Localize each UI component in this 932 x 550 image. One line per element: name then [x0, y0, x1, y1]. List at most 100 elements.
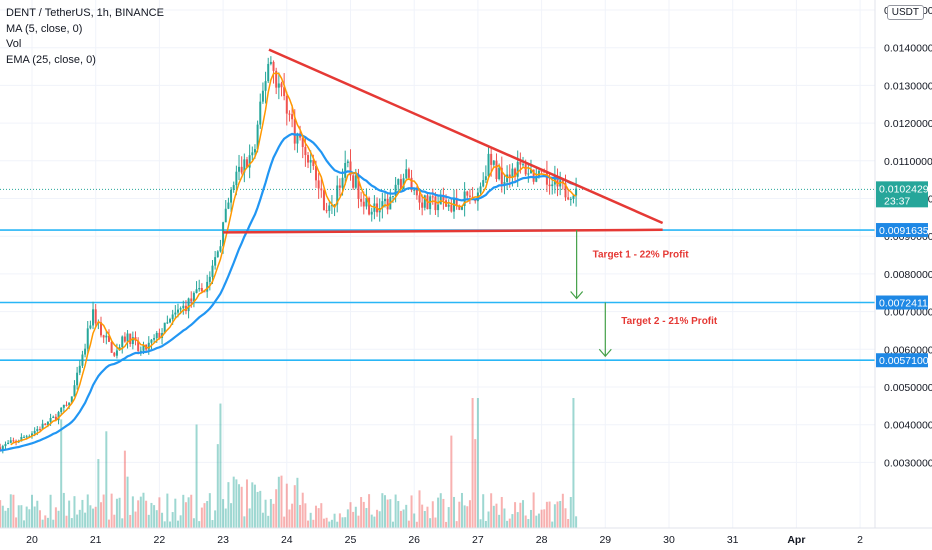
volume-bar	[0, 500, 2, 528]
candle-body	[131, 337, 134, 345]
volume-bar	[460, 492, 463, 528]
volume-bar	[458, 501, 461, 528]
volume-bar	[52, 519, 55, 528]
candle-body	[41, 423, 44, 430]
volume-bar	[434, 517, 437, 528]
volume-bar	[123, 450, 126, 528]
candle-body	[458, 205, 461, 210]
candle-body	[362, 201, 365, 207]
price-tick-label: 0.0140000	[884, 43, 932, 55]
time-tick-label: 20	[26, 534, 38, 546]
candle-body	[176, 309, 179, 313]
candle-body	[368, 197, 371, 215]
volume-bar	[259, 490, 262, 528]
volume-bar	[309, 512, 312, 528]
volume-bar	[341, 517, 344, 528]
volume-bar	[245, 479, 248, 528]
candle-body	[216, 251, 219, 258]
volume-bar	[243, 516, 246, 528]
candle-body	[179, 308, 182, 310]
volume-bar	[211, 520, 214, 528]
candle-body	[224, 208, 227, 223]
volume-bar	[304, 503, 307, 528]
currency-badge[interactable]: USDT	[886, 5, 924, 20]
volume-bar	[137, 500, 140, 528]
volume-bar	[38, 510, 41, 528]
candle-body	[7, 442, 10, 445]
candle-body	[468, 195, 471, 197]
candle-body	[227, 202, 230, 209]
volume-bar	[567, 518, 570, 528]
candle-body	[503, 182, 506, 184]
volume-bar	[575, 516, 578, 528]
candle-body	[569, 198, 572, 200]
candle-body	[92, 309, 95, 326]
volume-bar	[25, 506, 28, 528]
candle-body	[453, 199, 456, 212]
volume-bar	[352, 511, 355, 528]
ma-indicator-label[interactable]: MA (5, close, 0)	[6, 22, 83, 35]
volume-bar	[145, 500, 148, 528]
candle-body	[506, 174, 509, 183]
candle-body	[190, 298, 193, 302]
volume-bar	[76, 514, 79, 528]
candle-body	[490, 153, 493, 165]
candle-body	[365, 197, 368, 207]
candle-body	[352, 175, 355, 188]
candle-body	[57, 412, 60, 421]
candle-body	[511, 168, 514, 178]
candle-body	[238, 166, 241, 172]
volume-bar	[267, 515, 270, 528]
candle-body	[309, 160, 312, 163]
candle-body	[516, 161, 519, 177]
volume-bar	[261, 512, 264, 528]
time-tick-label: 28	[536, 534, 548, 546]
volume-bar	[176, 520, 179, 528]
volume-bar	[490, 493, 493, 528]
target-arrows[interactable]: Target 1 - 22% Profit Target 2 - 21% Prof…	[570, 230, 718, 358]
volume-bar	[484, 520, 487, 528]
volume-bar	[4, 510, 7, 528]
candle-body	[182, 305, 185, 309]
candle-body	[277, 83, 280, 88]
candle-body	[0, 447, 2, 451]
volume-bar	[195, 424, 198, 528]
time-axis[interactable]: 20 21 22 23 24 25 26 27 28 29 30 31 Apr 2	[26, 534, 863, 546]
trendlines[interactable]	[223, 48, 664, 234]
volume-bar	[328, 521, 331, 528]
horizontal-levels[interactable]	[0, 188, 875, 362]
volume-bar	[376, 509, 379, 528]
candle-body	[256, 124, 259, 150]
candle-body	[391, 196, 394, 198]
candle-body	[211, 265, 214, 277]
vol-indicator-label[interactable]: Vol	[6, 38, 22, 50]
volume-bar	[559, 500, 562, 528]
candle-body	[545, 171, 548, 185]
price-axis-markers: 0.0091635 0.0072411 0.0057100 0.010242923:3…	[876, 181, 929, 368]
volume-bar	[399, 510, 402, 528]
volume-bar	[219, 403, 222, 528]
volume-bar	[556, 501, 559, 528]
candle-body	[317, 180, 320, 189]
volume-bar	[474, 439, 477, 528]
candle-body	[384, 198, 387, 202]
candle-body	[296, 133, 299, 144]
volume-bar	[115, 498, 118, 528]
volume-bar	[317, 508, 320, 528]
ema-indicator-label[interactable]: EMA (25, close, 0)	[6, 53, 96, 66]
candle-body	[150, 339, 153, 343]
candle-body	[423, 195, 426, 208]
volume-bar	[9, 494, 12, 528]
price-axis[interactable]: 0.01500000.01400000.01300000.01200000.01…	[884, 5, 932, 469]
volume-bar	[314, 505, 317, 528]
volume-bar	[426, 506, 429, 528]
candle-body	[370, 211, 373, 215]
candle-body	[354, 175, 357, 188]
candle-body	[129, 333, 132, 345]
volume-bar	[291, 503, 294, 528]
volume-bar	[519, 502, 522, 528]
candle-body	[139, 350, 142, 352]
volume-bar	[54, 507, 57, 528]
level-price-label: 0.0057100	[879, 355, 929, 367]
